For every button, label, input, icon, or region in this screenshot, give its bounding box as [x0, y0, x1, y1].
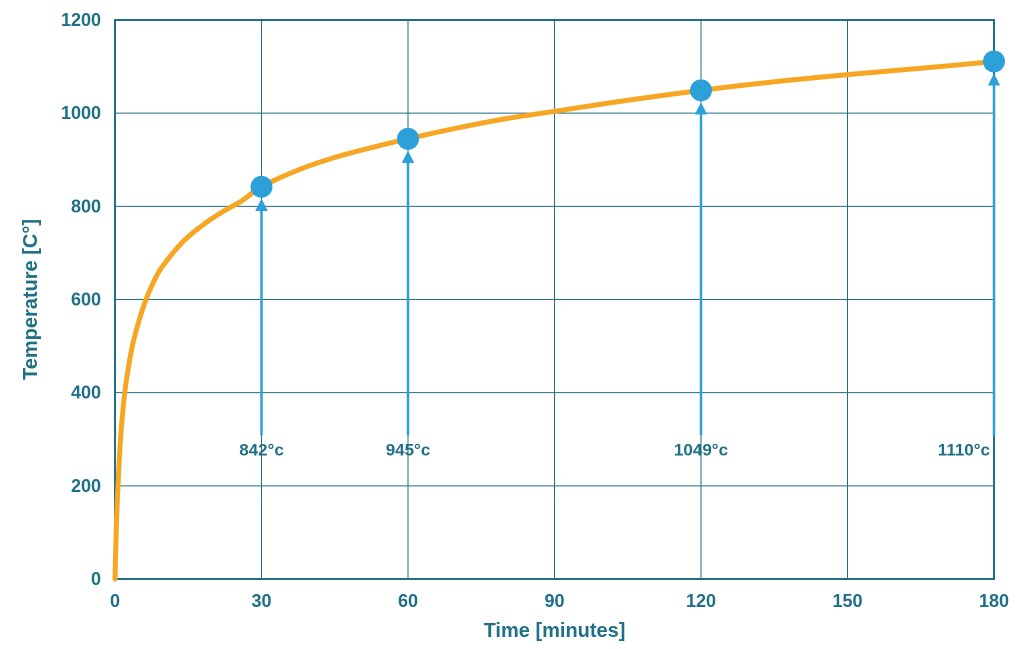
data-point-marker: [690, 79, 712, 101]
x-axis-label: Time [minutes]: [484, 620, 626, 642]
x-tick-label: 30: [251, 591, 271, 611]
data-point-label: 1049°c: [674, 440, 728, 459]
data-point-label: 945°c: [386, 440, 431, 459]
x-tick-label: 0: [110, 591, 120, 611]
y-tick-label: 200: [71, 476, 101, 496]
data-point-marker: [251, 176, 273, 198]
y-tick-label: 400: [71, 383, 101, 403]
data-point-label: 842°c: [239, 440, 284, 459]
x-tick-label: 60: [398, 591, 418, 611]
x-tick-label: 120: [686, 591, 716, 611]
chart-svg: 0 30 60 90 120 150 180 0 200 400 600 800 1000 1200 Tim…: [0, 0, 1024, 649]
data-point-label: 1110°c: [938, 440, 990, 459]
x-tick-label: 150: [832, 591, 862, 611]
temperature-time-chart: 0 30 60 90 120 150 180 0 200 400 600 800 1000 1200 Tim…: [0, 0, 1024, 649]
data-point-marker: [983, 50, 1005, 72]
data-point-marker: [397, 128, 419, 150]
x-tick-label: 90: [544, 591, 564, 611]
y-tick-label: 0: [91, 569, 101, 589]
y-tick-label: 800: [71, 196, 101, 216]
y-tick-label: 600: [71, 290, 101, 310]
x-tick-label: 180: [979, 591, 1009, 611]
y-axis-label: Temperature [C°]: [20, 219, 42, 380]
y-tick-label: 1200: [61, 10, 101, 30]
chart-background: [0, 0, 1024, 649]
y-tick-label: 1000: [61, 103, 101, 123]
